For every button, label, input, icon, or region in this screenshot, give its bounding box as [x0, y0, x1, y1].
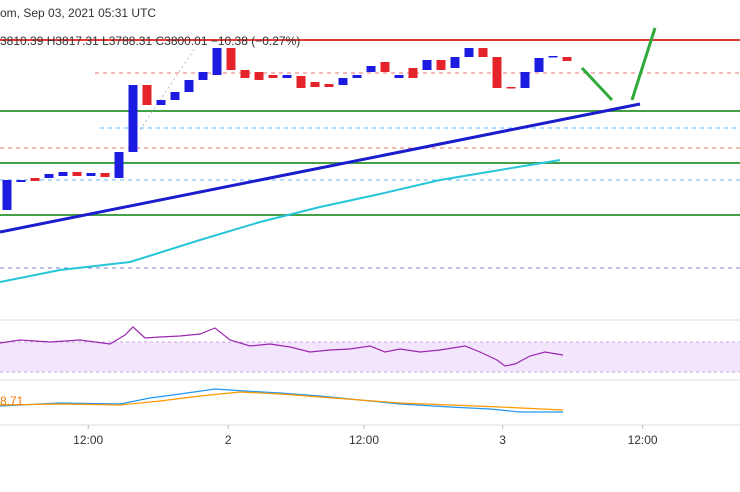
candle-body: [520, 72, 530, 88]
x-tick-label: 12:00: [73, 433, 103, 447]
candle-body: [436, 60, 446, 70]
x-tick-label: 12:00: [349, 433, 379, 447]
candle-body: [380, 62, 390, 72]
candle-body: [394, 75, 404, 78]
candle-body: [562, 57, 572, 61]
candle-body: [268, 75, 278, 78]
candle-body: [296, 76, 306, 88]
indicator-label: 8.71: [0, 394, 24, 408]
candle-body: [534, 58, 544, 72]
candle-body: [100, 173, 110, 177]
candle-body: [184, 80, 194, 92]
moving-average: [0, 159, 561, 283]
projection: [139, 47, 196, 131]
candle-body: [338, 78, 348, 85]
rsi-line: [0, 326, 564, 367]
candle-body: [240, 70, 250, 78]
candle-body: [142, 85, 152, 105]
candle-body: [352, 75, 362, 78]
candle-body: [58, 172, 68, 176]
candle-body: [324, 84, 334, 87]
candle-body: [86, 173, 96, 176]
candle-body: [506, 87, 516, 89]
candle-body: [450, 57, 460, 68]
candle-body: [170, 92, 180, 100]
candle-body: [492, 57, 502, 88]
candle-body: [128, 85, 138, 152]
candle-body: [408, 68, 418, 78]
candle-body: [282, 75, 292, 78]
x-tick-label: 12:00: [628, 433, 658, 447]
candle-body: [30, 178, 40, 181]
x-tick-label: 3: [499, 433, 506, 447]
candle-body: [310, 82, 320, 87]
candle-body: [212, 48, 222, 75]
candle-body: [44, 174, 54, 178]
candle-body: [156, 100, 166, 105]
x-tick-label: 2: [225, 433, 232, 447]
macd-line: [0, 388, 563, 413]
signal-line: [0, 391, 564, 411]
header-title: om, Sep 03, 2021 05:31 UTC: [0, 6, 156, 20]
candle-body: [72, 172, 82, 176]
candle-body: [366, 66, 376, 72]
header-bg: [0, 0, 740, 24]
rsi-band: [0, 342, 740, 372]
arrow: [580, 66, 614, 102]
candle-body: [2, 180, 12, 210]
candle-body: [548, 56, 558, 58]
candle-body: [114, 152, 124, 178]
candle-body: [422, 60, 432, 70]
candle-body: [254, 72, 264, 80]
arrow: [630, 27, 657, 101]
trend-line: [0, 102, 641, 234]
candle-body: [226, 48, 236, 70]
candle-body: [464, 48, 474, 57]
ohlc-readout: 3810.39 H3817.31 L3788.31 C3800.01 −10.3…: [0, 34, 300, 48]
candle-body: [16, 180, 26, 182]
candle-body: [198, 72, 208, 80]
candle-body: [478, 48, 488, 57]
